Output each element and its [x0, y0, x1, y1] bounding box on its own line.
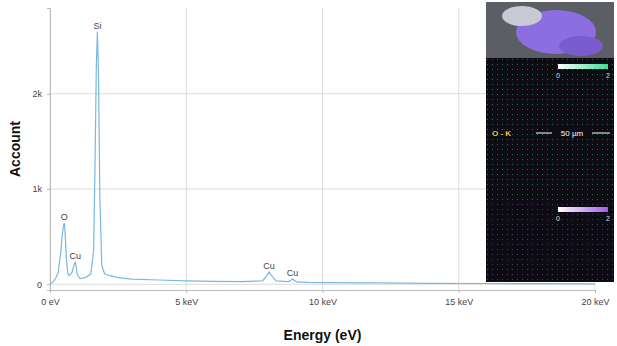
tick-label: 15 keV	[445, 297, 473, 307]
inset: 0 2 0 2 O - K 50 µm	[486, 2, 614, 282]
colorbar	[558, 207, 608, 212]
tick-mark	[186, 290, 187, 293]
element-map	[486, 58, 614, 201]
tick-label: 10 keV	[309, 297, 337, 307]
tick: 20 keV	[581, 290, 609, 307]
tick-mark	[595, 290, 596, 293]
tick-label: 0	[37, 280, 42, 290]
tick-mark	[47, 189, 50, 190]
sem-image	[486, 2, 614, 58]
axis-line	[47, 9, 51, 291]
chart: 0 eV 5 keV 10 keV 15 keV 20 keV 0 1k 2k O Cu Si Cu C…	[0, 0, 617, 346]
tick: 0 eV	[41, 290, 60, 307]
y-axis: 0 1k 2k	[32, 9, 50, 291]
tick-label: 20 keV	[581, 297, 609, 307]
x-axis: 0 eV 5 keV 10 keV 15 keV 20 keV	[41, 290, 609, 307]
grid-line	[186, 8, 187, 290]
tick: 1k	[32, 184, 50, 194]
peak-label: O	[61, 212, 68, 222]
tick-label: 1k	[32, 184, 42, 194]
annotations: O Cu Si Cu Cu	[61, 21, 299, 278]
element-map	[486, 201, 614, 282]
sem-particle	[502, 6, 542, 26]
sem-particle	[559, 36, 603, 56]
tick-label: 5 keV	[175, 297, 198, 307]
tick-mark	[323, 290, 324, 293]
colorbar-label: 2	[606, 215, 610, 222]
tick: 0	[37, 280, 50, 290]
colorbar	[558, 64, 608, 69]
colorbar-label: 0	[556, 215, 560, 222]
y-axis-title: Account	[7, 121, 23, 177]
tick: 2k	[32, 89, 50, 99]
scale-bar-label: 50 µm	[561, 129, 584, 138]
colorbar-label: 2	[606, 72, 610, 79]
tick-mark	[47, 284, 50, 285]
grid-line	[322, 8, 323, 290]
peak-label: Cu	[70, 251, 82, 261]
grid-line	[458, 8, 459, 290]
peak-label: Cu	[287, 268, 299, 278]
map-label: O - K	[492, 129, 511, 138]
scale-bar-bg	[552, 127, 592, 138]
x-axis-title: Energy (eV)	[284, 327, 362, 343]
peak-label: Si	[93, 21, 101, 31]
tick: 15 keV	[445, 290, 473, 307]
tick-label: 0 eV	[41, 297, 60, 307]
colorbar-label: 0	[556, 72, 560, 79]
tick-mark	[459, 290, 460, 293]
tick: 10 keV	[309, 290, 337, 307]
peak-label: Cu	[263, 261, 275, 271]
axis-line	[51, 291, 596, 294]
tick-label: 2k	[32, 89, 42, 99]
tick: 5 keV	[175, 290, 198, 307]
tick-mark	[47, 94, 50, 95]
